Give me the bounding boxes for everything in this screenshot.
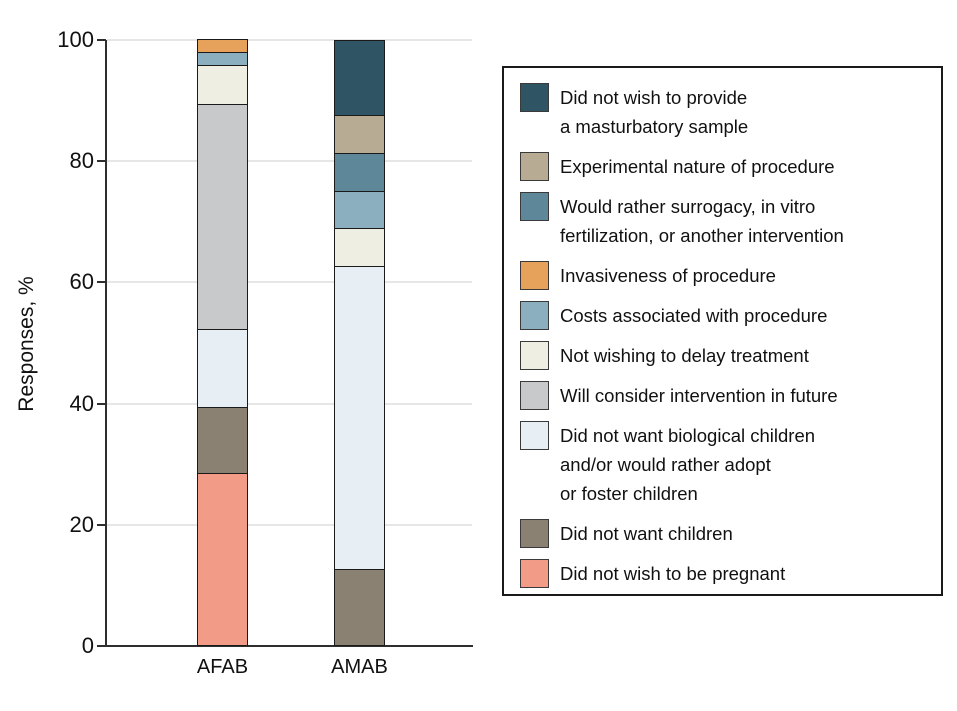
bar-segment	[334, 40, 385, 116]
bar-segment	[197, 474, 248, 646]
legend-item-5: Not wishing to delay treatment	[520, 341, 929, 370]
y-tick-40	[97, 402, 106, 405]
legend-item-1: Experimental nature of procedure	[520, 152, 929, 181]
legend-item-8: Did not want children	[520, 519, 929, 548]
legend-label-line: and/or would rather adopt	[560, 454, 771, 475]
legend-label-line: Will consider intervention in future	[560, 385, 838, 406]
legend-label-line: Did not want children	[560, 523, 733, 544]
legend-label-line: Costs associated with procedure	[560, 305, 828, 326]
legend-label: Invasiveness of procedure	[560, 261, 776, 290]
bar-segment	[334, 570, 385, 646]
legend-item-3: Invasiveness of procedure	[520, 261, 929, 290]
y-tick-label-100: 100	[57, 27, 94, 52]
y-tick-label-80: 80	[69, 148, 94, 174]
legend-swatch-icon	[520, 152, 549, 181]
legend: Did not wish to provide a masturbatory sa…	[502, 66, 943, 596]
legend-label-line: Did not want biological children	[560, 425, 816, 446]
legend-label: Costs associated with procedure	[560, 301, 827, 330]
x-tick-label-afab: AFAB	[196, 656, 249, 678]
legend-item-7: Did not want biological children and/or w…	[520, 421, 929, 508]
y-tick-20	[97, 523, 106, 526]
bar-segment	[334, 153, 385, 192]
legend-label: Did not want biological children and/or w…	[560, 421, 815, 508]
legend-label-line: Experimental nature of procedure	[560, 156, 835, 177]
y-tick-0	[97, 645, 106, 647]
y-axis-title: Responses, %	[15, 276, 38, 412]
bar-segment	[334, 191, 385, 230]
bar-segment	[334, 115, 385, 154]
legend-label-line: Did not wish to be pregnant	[560, 563, 786, 584]
legend-item-4: Costs associated with procedure	[520, 301, 929, 330]
legend-label: Did not wish to provide a masturbatory sa…	[560, 83, 748, 141]
y-axis-line	[105, 40, 107, 647]
y-tick-label-40: 40	[69, 390, 94, 416]
y-tick-100	[97, 39, 106, 41]
x-tick-label-amab: AMAB	[331, 656, 388, 678]
gridline-80	[107, 160, 472, 163]
legend-label-line: or foster children	[560, 483, 698, 504]
legend-swatch-icon	[520, 341, 549, 370]
y-tick-60	[97, 281, 106, 284]
legend-swatch-icon	[520, 192, 549, 221]
legend-label-line: fertilization, or another intervention	[560, 225, 844, 246]
legend-item-9: Did not wish to be pregnant	[520, 559, 929, 588]
legend-label-line: Would rather surrogacy, in vitro	[560, 196, 816, 217]
y-tick-label-20: 20	[69, 511, 94, 537]
bar-segment	[197, 66, 248, 106]
legend-label: Did not wish to be pregnant	[560, 559, 785, 588]
legend-label-line: Invasiveness of procedure	[560, 265, 776, 286]
legend-label-line: Did not wish to provide	[560, 87, 748, 108]
bar-afab	[197, 39, 248, 646]
x-axis-line	[105, 645, 473, 647]
gridline-60	[107, 281, 472, 284]
gridline-40	[107, 402, 472, 405]
legend-label-line: a masturbatory sample	[560, 116, 749, 137]
legend-swatch-icon	[520, 559, 549, 588]
legend-swatch-icon	[520, 421, 549, 450]
legend-swatch-icon	[520, 83, 549, 112]
gridline-100	[107, 39, 472, 41]
legend-swatch-icon	[520, 301, 549, 330]
legend-swatch-icon	[520, 261, 549, 290]
legend-item-0: Did not wish to provide a masturbatory sa…	[520, 83, 929, 141]
legend-label: Will consider intervention in future	[560, 381, 838, 410]
bar-segment	[197, 52, 248, 67]
legend-swatch-icon	[520, 519, 549, 548]
legend-item-6: Will consider intervention in future	[520, 381, 929, 410]
y-tick-80	[97, 160, 106, 163]
legend-swatch-icon	[520, 381, 549, 410]
bar-segment	[334, 229, 385, 268]
legend-label: Did not want children	[560, 519, 733, 548]
legend-label: Not wishing to delay treatment	[560, 341, 809, 370]
bar-segment	[197, 105, 248, 330]
legend-label-line: Not wishing to delay treatment	[560, 345, 809, 366]
legend-label: Would rather surrogacy, in vitro fertiliz…	[560, 192, 844, 250]
y-tick-label-60: 60	[69, 269, 94, 295]
bar-amab	[334, 40, 385, 646]
gridline-20	[107, 523, 472, 526]
bar-segment	[197, 39, 248, 53]
legend-label: Experimental nature of procedure	[560, 152, 835, 181]
y-tick-label-0: 0	[81, 633, 94, 658]
bar-segment	[197, 329, 248, 409]
bar-segment	[197, 408, 248, 475]
legend-item-2: Would rather surrogacy, in vitro fertiliz…	[520, 192, 929, 250]
bar-segment	[334, 267, 385, 571]
